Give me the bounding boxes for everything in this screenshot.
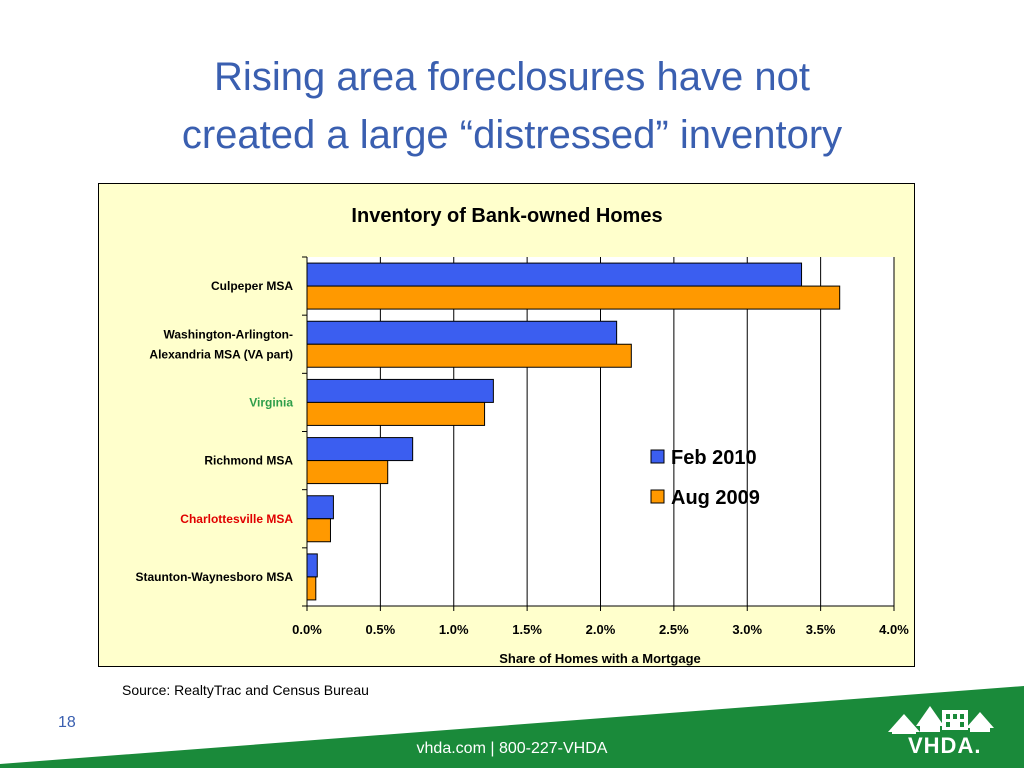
legend-swatch — [650, 489, 665, 504]
x-axis-title: Share of Homes with a Mortgage — [499, 651, 701, 666]
legend-swatch — [650, 449, 665, 464]
x-tick-label: 0.5% — [366, 622, 396, 637]
slide-title: Rising area foreclosures have not create… — [0, 48, 1024, 164]
chart-title: Inventory of Bank-owned Homes — [351, 205, 662, 227]
x-tick-label: 0.0% — [292, 622, 322, 637]
bar-aug-2009 — [306, 285, 841, 310]
source-note: Source: RealtyTrac and Census Bureau — [122, 682, 369, 698]
x-tick-label: 3.0% — [732, 622, 762, 637]
page-number: 18 — [58, 714, 76, 731]
bar-feb-2010 — [306, 262, 803, 287]
slide-title-line-2: created a large “distressed” inventory — [181, 113, 843, 157]
x-tick-label: 4.0% — [879, 622, 909, 637]
bar-feb-2010 — [306, 320, 618, 345]
legend-label: Feb 2010 — [671, 447, 757, 469]
footer-contact: vhda.com | 800-227-VHDA — [416, 740, 608, 757]
bar-aug-2009 — [306, 343, 632, 368]
bar-feb-2010 — [306, 437, 414, 462]
category-label: Alexandria MSA (VA part) — [149, 347, 293, 361]
x-tick-label: 2.0% — [586, 622, 616, 637]
x-tick-label: 2.5% — [659, 622, 689, 637]
category-label: Culpeper MSA — [211, 279, 293, 293]
bar-feb-2010 — [306, 495, 334, 520]
category-label: Staunton-Waynesboro MSA — [135, 570, 293, 584]
category-label: Virginia — [249, 395, 293, 409]
x-tick-label: 3.5% — [806, 622, 836, 637]
category-label: Richmond MSA — [204, 454, 293, 468]
chart-frame: Inventory of Bank-owned Homes 0.0% 0.5% 1.… — [98, 183, 915, 667]
bar-chart: Inventory of Bank-owned Homes 0.0% 0.5% 1.… — [135, 205, 909, 666]
x-tick-label: 1.5% — [512, 622, 542, 637]
slide-title-line-1: Rising area foreclosures have not — [214, 55, 810, 99]
vhda-logo-text: VHDA. — [908, 733, 982, 758]
bar-aug-2009 — [306, 518, 331, 543]
x-tick-label: 1.0% — [439, 622, 469, 637]
category-label: Washington-Arlington- — [163, 327, 293, 341]
category-label: Charlottesville MSA — [180, 512, 293, 526]
bar-aug-2009 — [306, 460, 389, 485]
bar-aug-2009 — [306, 401, 486, 426]
vhda-logo-icon — [888, 706, 994, 734]
bar-feb-2010 — [306, 553, 318, 578]
bar-aug-2009 — [306, 576, 317, 601]
bar-feb-2010 — [306, 378, 494, 403]
legend-label: Aug 2009 — [671, 487, 760, 509]
plot-area: 0.0% 0.5% 1.0% 1.5% 2.0% 2.5% 3.0% 3.5% 4.0% Culp… — [135, 256, 909, 637]
